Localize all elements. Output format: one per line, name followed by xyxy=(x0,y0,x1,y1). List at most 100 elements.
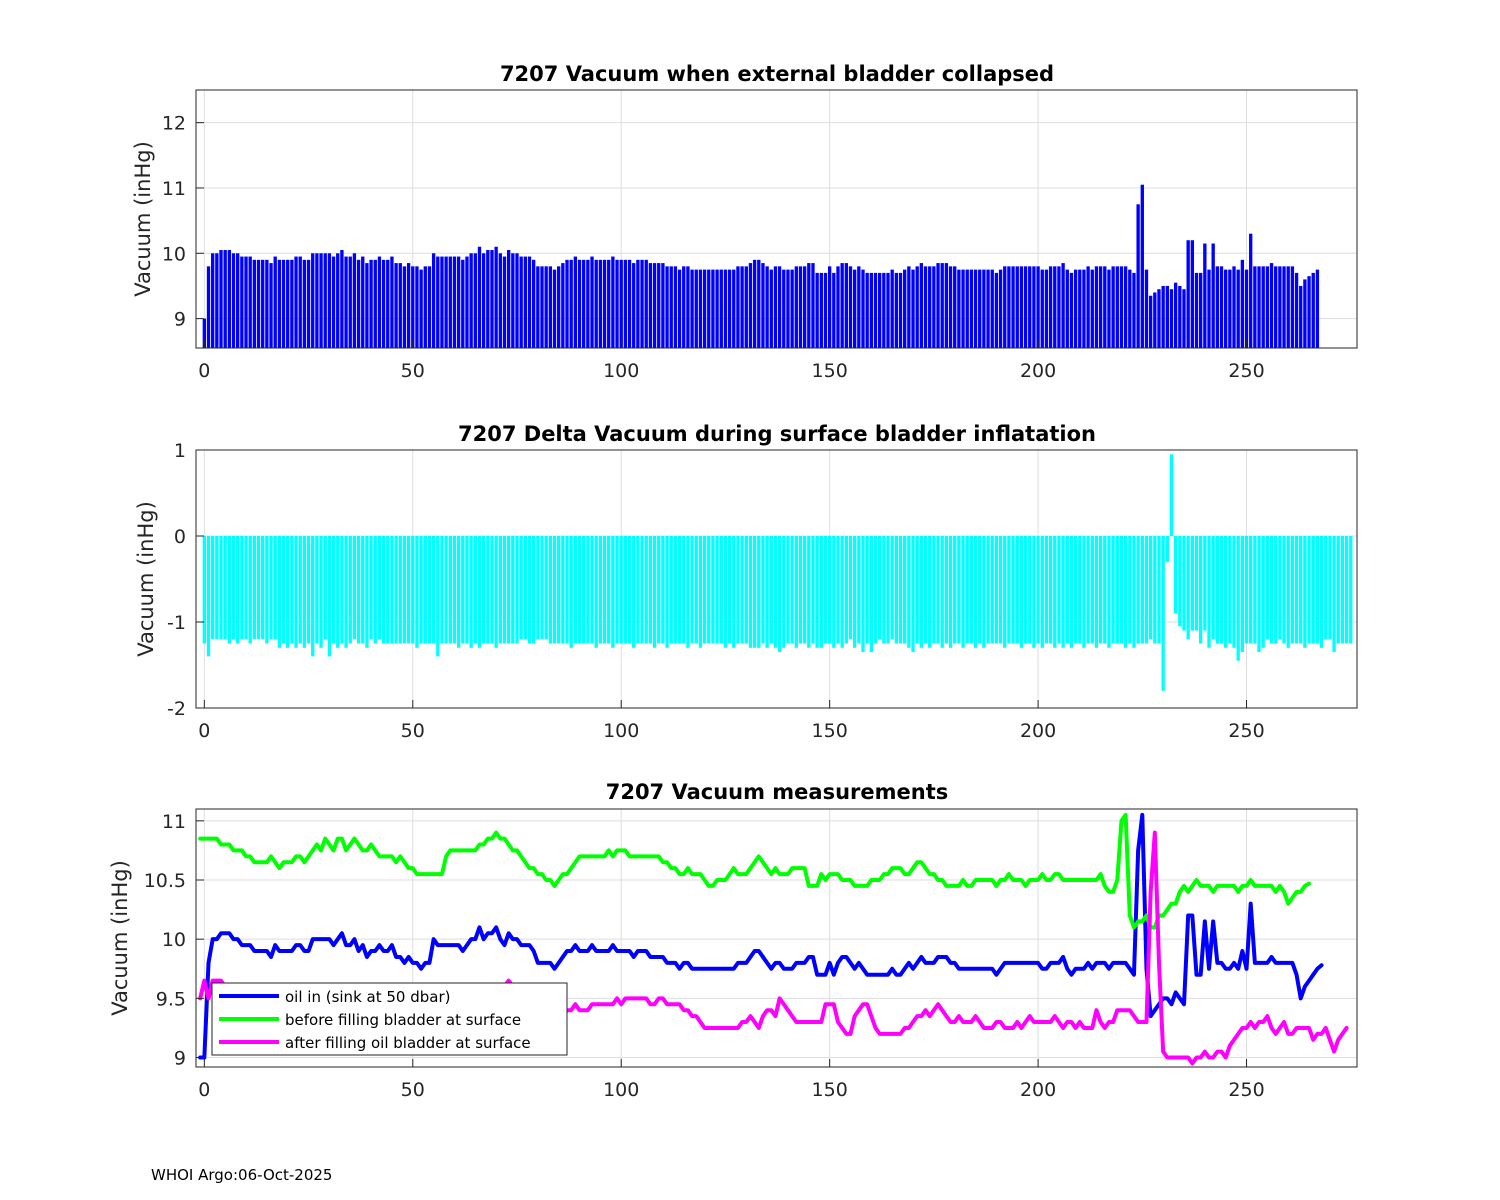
bar-65 xyxy=(473,536,477,644)
bar-51 xyxy=(415,536,419,648)
bar-224 xyxy=(1136,204,1140,348)
xtick-label-200: 200 xyxy=(1020,720,1056,742)
bar-190 xyxy=(994,536,999,644)
bar-22 xyxy=(294,536,298,648)
bar-60 xyxy=(452,536,457,644)
bar-12 xyxy=(252,536,257,640)
bar-21 xyxy=(290,536,294,644)
bar-42 xyxy=(377,536,382,640)
bar-233 xyxy=(1173,282,1178,348)
bar-21 xyxy=(290,259,294,348)
bar-90 xyxy=(577,259,582,348)
bar-31 xyxy=(331,536,336,644)
bar-135 xyxy=(765,536,769,648)
bar-106 xyxy=(644,259,648,348)
bar-219 xyxy=(1115,266,1119,348)
bar-30 xyxy=(327,536,332,657)
bar-166 xyxy=(894,536,899,644)
bar-14 xyxy=(261,259,265,348)
bar-37 xyxy=(356,536,361,644)
bar-76 xyxy=(519,256,523,348)
bar-160 xyxy=(869,536,874,653)
bar-86 xyxy=(561,536,565,644)
bar-256 xyxy=(1269,536,1274,644)
bar-149 xyxy=(823,272,828,348)
bar-103 xyxy=(632,536,636,648)
bar-266 xyxy=(1311,272,1315,348)
bar-119 xyxy=(698,536,703,648)
bar-120 xyxy=(702,536,707,644)
bar-182 xyxy=(961,536,965,648)
bar-147 xyxy=(815,272,819,348)
bar-141 xyxy=(790,536,794,644)
ytick-label-10: 10 xyxy=(162,243,186,265)
bar-222 xyxy=(1128,536,1132,644)
bar-183 xyxy=(965,536,969,644)
bar-206 xyxy=(1061,536,1065,648)
bar-17 xyxy=(273,536,277,640)
bar-62 xyxy=(461,536,465,644)
bar-25 xyxy=(306,259,311,348)
bar-193 xyxy=(1007,536,1011,644)
bar-232 xyxy=(1169,289,1174,348)
bar-160 xyxy=(869,272,874,348)
bar-239 xyxy=(1199,536,1203,644)
bar-224 xyxy=(1136,536,1140,644)
xtick-label-100: 100 xyxy=(603,720,639,742)
bar-171 xyxy=(915,266,919,348)
bar-11 xyxy=(248,536,252,644)
bar-264 xyxy=(1303,279,1307,348)
xtick-label-50: 50 xyxy=(401,1079,425,1101)
bar-237 xyxy=(1190,240,1195,348)
bar-186 xyxy=(978,536,982,644)
bar-114 xyxy=(677,536,682,644)
bar-185 xyxy=(973,536,978,648)
bar-39 xyxy=(365,263,369,348)
bar-172 xyxy=(919,536,924,648)
bar-69 xyxy=(490,536,494,644)
bar-216 xyxy=(1103,266,1107,348)
bar-97 xyxy=(607,536,611,644)
bar-34 xyxy=(344,256,348,348)
bar-180 xyxy=(953,536,957,644)
bar-257 xyxy=(1274,536,1278,644)
bar-130 xyxy=(744,536,748,644)
bar-217 xyxy=(1107,536,1111,648)
bar-133 xyxy=(757,259,761,348)
bar-132 xyxy=(752,259,757,348)
bar-212 xyxy=(1086,536,1090,644)
bar-150 xyxy=(827,536,832,644)
bar-125 xyxy=(723,536,728,648)
bar-65 xyxy=(473,253,477,348)
bar-38 xyxy=(361,536,365,644)
bar-230 xyxy=(1161,285,1165,348)
ytick-label-10: 10 xyxy=(162,929,186,951)
bar-209 xyxy=(1073,536,1078,644)
bar-117 xyxy=(690,269,694,348)
bar-166 xyxy=(894,272,899,348)
bar-225 xyxy=(1140,184,1144,348)
bar-14 xyxy=(261,536,265,640)
bar-263 xyxy=(1299,285,1303,348)
xtick-label-0: 0 xyxy=(198,1079,210,1101)
bar-248 xyxy=(1236,536,1240,661)
bar-16 xyxy=(269,263,273,348)
bar-258 xyxy=(1278,536,1282,640)
bar-201 xyxy=(1040,536,1044,648)
bar-28 xyxy=(319,536,323,648)
bar-248 xyxy=(1236,269,1240,348)
bar-135 xyxy=(765,266,769,348)
bar-244 xyxy=(1219,266,1224,348)
bar-44 xyxy=(386,259,390,348)
bar-178 xyxy=(944,536,949,644)
ytick-label--1: -1 xyxy=(167,612,186,634)
bar-81 xyxy=(540,536,544,640)
bar-258 xyxy=(1278,266,1282,348)
bar-89 xyxy=(573,536,578,644)
bar-184 xyxy=(969,269,974,348)
bar-218 xyxy=(1111,266,1115,348)
bar-242 xyxy=(1211,243,1215,348)
bar-253 xyxy=(1257,266,1261,348)
bar-79 xyxy=(532,536,536,644)
